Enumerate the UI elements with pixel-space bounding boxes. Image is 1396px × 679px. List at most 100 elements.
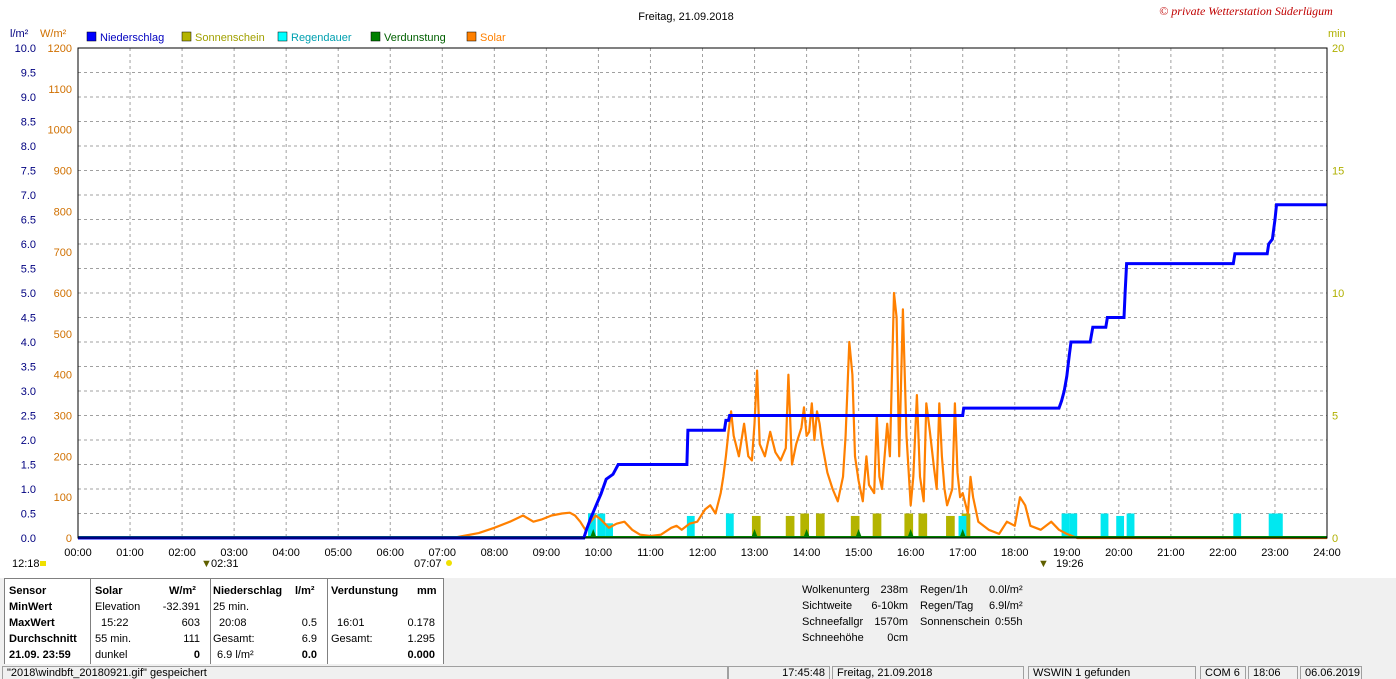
left-tick-label: 6.5 [21,215,36,227]
regentag-label: Regen/Tag [920,600,974,612]
evaporation-mark [959,529,966,537]
status-date: Freitag, 21.09.2018 [832,666,1024,679]
header-verdunstung: Verdunstung [331,585,399,597]
rain-duration-bar [605,523,613,538]
moonset-time: 02:31 [211,558,239,570]
moonset-icon: ▼ [201,558,212,570]
status-com-port: COM 6 [1200,666,1246,679]
legend: Niederschlag Sonnenschein Regendauer Ver… [86,31,506,44]
left-tick-label: 1.5 [21,460,36,472]
header-niederschlag: Niederschlag [213,585,283,597]
sunshine-bar [918,513,928,538]
evaporation-mark [803,529,810,537]
rain-duration-bar [1061,513,1070,538]
legend-label-regendauer: Regendauer [291,32,352,44]
solar-tick-label: 400 [54,370,72,382]
rain-duration-bar [1126,513,1135,538]
solar-avg-label: 55 min. [95,633,132,645]
nied-current-value: 0.0 [301,649,317,661]
chart-title: Freitag, 21.09.2018 [638,11,733,23]
left-tick-label: 1.0 [21,484,36,496]
evaporation-mark [907,529,914,537]
rain-duration-bar [588,513,596,538]
x-tick-label: 16:00 [897,547,925,559]
left-tick-label: 2.5 [21,411,36,423]
row-label-min: MinWert [9,601,53,613]
left-tick-label: 7.0 [21,190,36,202]
left-tick-label: 0.0 [21,533,36,545]
sunshine-bar [904,513,914,538]
solar-current-value: 0 [193,649,200,661]
left-tick-label: 4.5 [21,313,36,325]
verd-max-time: 16:01 [337,617,365,629]
legend-label-sonnenschein: Sonnenschein [195,32,265,44]
right-tick-label: 15 [1332,166,1344,178]
sunrise-icon [446,560,452,566]
rain-duration-bar [1100,513,1109,538]
left-tick-label: 9.5 [21,68,36,80]
solar-avg-value: 111 [183,633,200,645]
sunshine-bar [815,513,825,538]
status-message: "2018\windbft_20180921.gif" gespeichert [2,666,728,679]
chart-canvas: 0.0 0.5 1.0 1.5 2.0 2.5 3.0 3.5 4.0 4.5 5.0 5.5 6.0 6… [0,0,1396,578]
right-tick-label: 0 [1332,533,1338,545]
verd-max-value: 0.178 [407,617,435,629]
header-solar-unit: W/m² [169,585,196,597]
x-tick-label: 05:00 [324,547,352,559]
legend-label-niederschlag: Niederschlag [100,32,164,44]
solar-tick-label: 0 [66,533,72,545]
schneefallgr-label: Schneefallgr [802,616,864,628]
x-tick-label: 22:00 [1209,547,1237,559]
sunrise-time: 07:07 [414,558,442,570]
left-tick-label: 8.5 [21,117,36,129]
x-tick-label: 09:00 [533,547,561,559]
astro-markers: 12:18 ▼ 02:31 07:07 ▼ 19:26 [12,558,1084,570]
sunshine-bar [872,513,882,538]
x-tick-label: 13:00 [741,547,769,559]
x-tick-label: 01:00 [116,547,144,559]
x-tick-label: 04:00 [272,547,300,559]
left-tick-label: 9.0 [21,92,36,104]
copyright-text: © private Wetterstation Süderlügum [1159,4,1333,18]
lines-layer [78,203,1327,540]
sunshine-bar [800,513,810,538]
sichtweite-label: Sichtweite [802,600,853,612]
precipitation-line [78,203,1327,540]
nied-max-time: 20:08 [219,617,247,629]
nied-total-value: 6.9 [301,633,317,645]
left-tick-label: 5.5 [21,264,36,276]
left-tick-label: 3.5 [21,362,36,374]
sunset-icon: ▼ [1038,558,1049,570]
header-nied-unit: l/m² [295,585,315,597]
left-tick-label: 3.0 [21,386,36,398]
solar-max-value: 603 [181,617,200,629]
x-tick-label: 21:00 [1157,547,1185,559]
left-tick-label: 4.0 [21,337,36,349]
left-axis-unit: l/m² [10,28,29,40]
legend-swatch-solar [466,31,477,42]
plot-frame [77,47,1328,539]
solar-min-label: Elevation [95,601,141,613]
x-tick-label: 12:00 [689,547,717,559]
x-tick-label: 17:00 [949,547,977,559]
left-tick-label: 0.5 [21,509,36,521]
x-tick-label: 08:00 [481,547,509,559]
schneefallgr-value: 1570m [874,616,908,628]
moonrise-icon [40,561,46,566]
legend-label-solar: Solar [480,32,506,44]
bars-layer [588,513,1283,538]
nied-total-label: Gesamt: [213,633,255,645]
solar-tick-label: 1100 [48,84,72,96]
solar-tick-label: 900 [54,166,72,178]
solar-min-value: -32.391 [162,601,200,613]
sonnenschein-label: Sonnenschein [920,616,990,628]
status-time: 17:45:48 [728,666,830,679]
nied-min-label: 25 min. [213,601,250,613]
solar-axis-ticks: 0 100 200 300 400 500 600 700 800 900 1000 1100 1200 [48,43,72,545]
right-axis-ticks: 0 5 10 15 20 [1332,43,1344,545]
row-label-max: MaxWert [9,617,55,629]
x-tick-label: 00:00 [64,547,92,559]
legend-swatch-regendauer [277,31,288,42]
evaporation-mark [751,529,758,537]
x-tick-label: 06:00 [376,547,404,559]
